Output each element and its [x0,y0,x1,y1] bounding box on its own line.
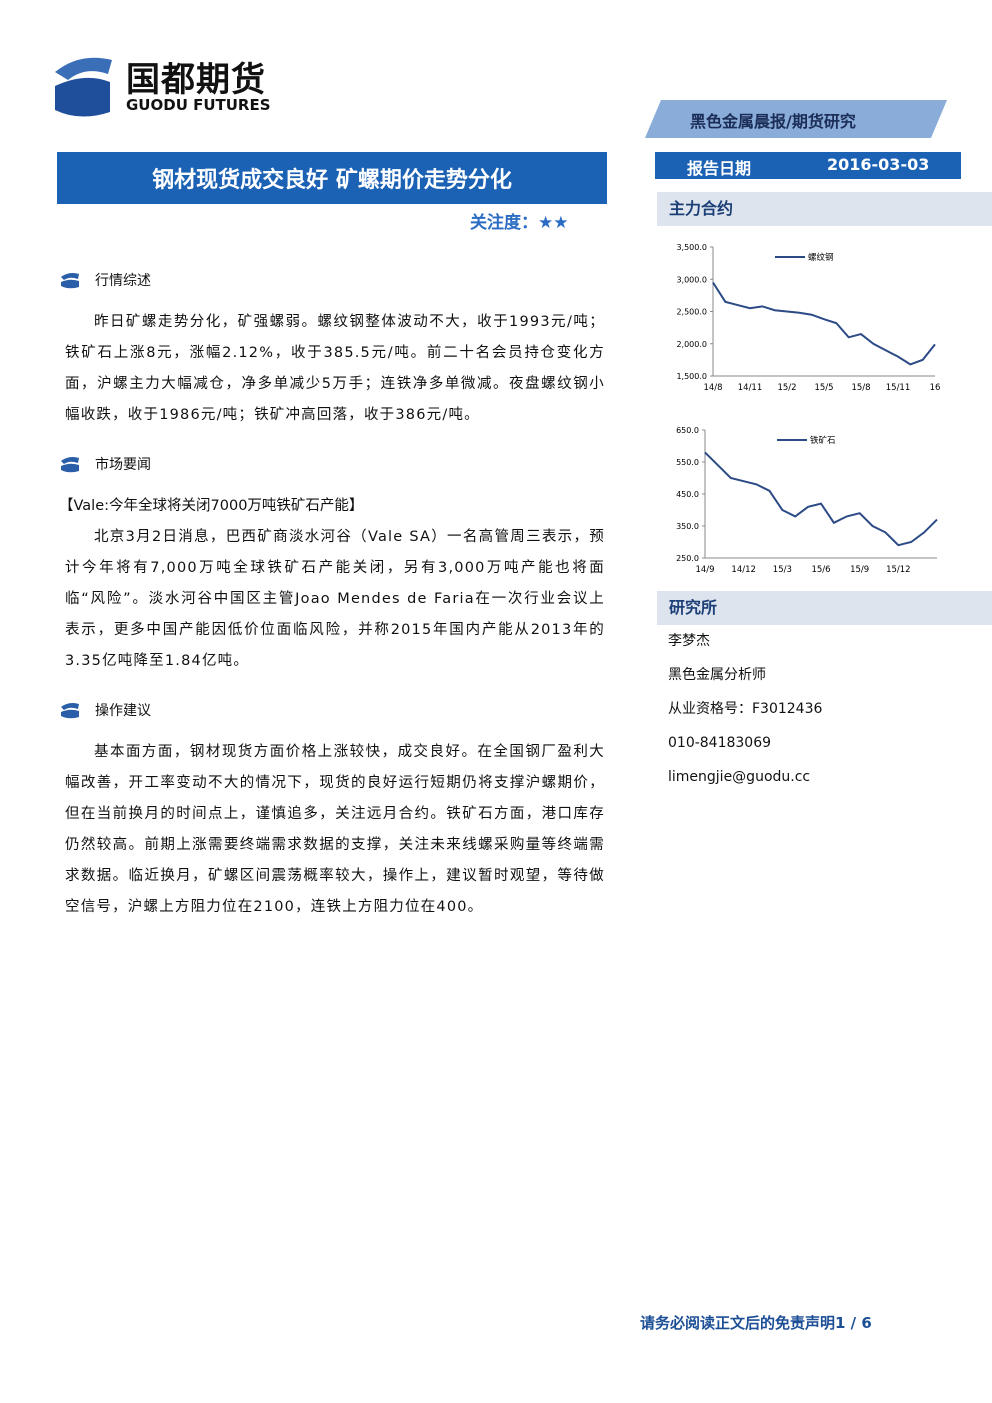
logo-cn: 国都期货 [126,60,266,100]
y-tick-label: 450.0 [676,490,699,499]
y-tick-label: 650.0 [676,426,699,435]
x-tick-label: 14/11 [738,383,763,393]
section-heading: 操作建议 [59,695,605,725]
x-tick-label: 14/12 [731,565,756,575]
side-heading: 研究所 [657,591,992,625]
research-line: 从业资格号：F3012436 [668,701,823,717]
y-tick-label: 350.0 [676,522,699,531]
date-label: 报告日期 [687,159,752,178]
section-heading: 行情综述 [59,265,605,295]
x-tick-label: 15/6 [811,565,830,575]
logo-en: GUODU FUTURES [126,96,271,114]
series-line [704,451,938,547]
y-tick-label: 2,000.0 [676,340,707,349]
title: 钢材现货成交良好 矿螺期价走势分化 [57,152,607,204]
chart: 1,500.0 2,000.0 2,500.0 3,000.0 3,500.0 14/8 1… [676,243,941,393]
heading-text: 操作建议 [95,703,151,719]
date-bar: 报告日期 2016-03-03 [655,152,961,179]
y-tick-label: 550.0 [676,458,699,467]
section-icon [61,273,79,289]
section-icon [61,703,79,719]
y-tick-label: 3,000.0 [676,275,707,284]
paragraph: 昨日矿螺走势分化，矿强螺弱。螺纹钢整体波动不大，收于1993元/吨；铁矿石上涨8… [65,314,605,423]
heading-text: 市场要闻 [95,457,151,473]
attention: 关注度：★★ [470,213,569,233]
x-tick-label: 15/3 [773,565,792,575]
research-line: 黑色金属分析师 [668,667,766,683]
icon-shape [61,457,79,473]
logo-mark [55,57,112,117]
chart: 250.0 350.0 450.0 550.0 650.0 14/9 14/12 15/3 15… [676,426,938,575]
y-tick-label: 250.0 [676,554,699,563]
section-icon [61,457,79,473]
legend-label: 铁矿石 [810,435,836,446]
series-line [712,281,936,366]
heading-text: 行情综述 [95,273,151,289]
research-line: 李梦杰 [668,633,710,649]
paragraph: 基本面方面，钢材现货方面价格上涨较快，成交良好。在全国钢厂盈利大幅改善，开工率变… [65,744,605,915]
x-tick-label: 15/12 [886,565,911,575]
section-heading: 市场要闻 [59,449,605,479]
category-banner-bg [645,100,947,138]
y-tick-label: 1,500.0 [676,372,707,381]
x-tick-label: 15/2 [777,383,796,393]
date: 2016-03-03 [827,155,930,174]
x-tick-label: 15/9 [850,565,869,575]
side-heading: 主力合约 [657,192,992,226]
x-tick-label: 15/8 [851,383,870,393]
research-line: limengjie@guodu.cc [668,769,811,785]
x-tick-label: 14/8 [703,383,722,393]
icon-shape [61,703,79,719]
y-tick-label: 2,500.0 [676,308,707,317]
icon-shape [61,273,79,289]
research-line: 010-84183069 [668,735,772,751]
category: 黑色金属晨报/期货研究 [690,112,856,131]
x-tick-label: 14/9 [695,565,714,575]
subheading: 【Vale:今年全球将关闭7000万吨铁矿石产能】 [59,498,364,514]
x-tick-label: 15/11 [886,383,911,393]
x-tick-label: 15/5 [814,383,833,393]
x-tick-label: 16 [930,383,941,393]
y-tick-label: 3,500.0 [676,243,707,252]
main-column: 行情综述昨日矿螺走势分化，矿强螺弱。螺纹钢整体波动不大，收于1993元/吨；铁矿… [59,265,605,923]
paragraph: 北京3月2日消息，巴西矿商淡水河谷（Vale SA）一名高管周三表示，预计今年将… [65,529,605,669]
footer: 请务必阅读正文后的免责声明1 / 6 [640,1314,872,1332]
legend-label: 螺纹钢 [808,252,834,263]
research-lines: 李梦杰黑色金属分析师从业资格号：F3012436 010-84183069 lime… [668,624,822,794]
